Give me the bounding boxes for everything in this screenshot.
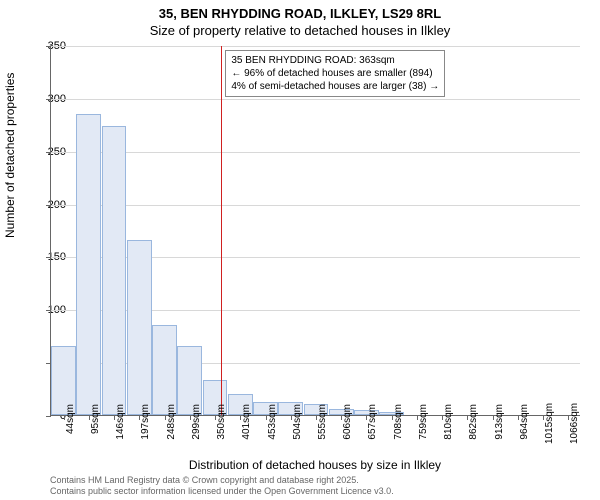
grid-line [51, 152, 580, 153]
footer-line1: Contains HM Land Registry data © Crown c… [50, 475, 394, 486]
x-axis-label: Distribution of detached houses by size … [50, 458, 580, 472]
y-tick-mark [46, 205, 51, 206]
x-tick-label: 299sqm [191, 404, 202, 444]
grid-line [51, 205, 580, 206]
histogram-bar [76, 114, 101, 415]
x-tick-label: 1066sqm [569, 404, 580, 444]
x-tick-label: 95sqm [90, 404, 101, 444]
grid-line [51, 99, 580, 100]
x-tick-label: 197sqm [140, 404, 151, 444]
y-tick-mark [46, 310, 51, 311]
x-tick-label: 810sqm [443, 404, 454, 444]
x-tick-label: 759sqm [418, 404, 429, 444]
chart-title-line2: Size of property relative to detached ho… [0, 23, 600, 38]
y-tick-mark [46, 46, 51, 47]
x-tick-label: 657sqm [367, 404, 378, 444]
annotation-line3: 4% of semi-detached houses are larger (3… [231, 80, 439, 93]
chart-container: 35, BEN RHYDDING ROAD, ILKLEY, LS29 8RL … [0, 0, 600, 500]
x-tick-label: 1015sqm [544, 404, 555, 444]
footer-attribution: Contains HM Land Registry data © Crown c… [50, 475, 394, 497]
annotation-box: 35 BEN RHYDDING ROAD: 363sqm ← 96% of de… [225, 50, 445, 97]
x-tick-label: 708sqm [393, 404, 404, 444]
y-axis-label: Number of detached properties [3, 73, 17, 238]
plot-area: 35 BEN RHYDDING ROAD: 363sqm ← 96% of de… [50, 46, 580, 416]
histogram-bar [127, 240, 152, 415]
chart-title-line1: 35, BEN RHYDDING ROAD, ILKLEY, LS29 8RL [0, 6, 600, 21]
y-tick-mark [46, 99, 51, 100]
x-tick-label: 606sqm [342, 404, 353, 444]
grid-line [51, 46, 580, 47]
histogram-bar [152, 325, 177, 415]
x-tick-label: 913sqm [494, 404, 505, 444]
x-tick-label: 350sqm [216, 404, 227, 444]
x-tick-label: 401sqm [241, 404, 252, 444]
footer-line2: Contains public sector information licen… [50, 486, 394, 497]
annotation-line2: ← 96% of detached houses are smaller (89… [231, 67, 439, 80]
x-tick-label: 453sqm [267, 404, 278, 444]
y-tick-mark [46, 416, 51, 417]
chart-title-block: 35, BEN RHYDDING ROAD, ILKLEY, LS29 8RL … [0, 0, 600, 38]
x-tick-label: 248sqm [166, 404, 177, 444]
x-tick-label: 504sqm [292, 404, 303, 444]
x-tick-label: 555sqm [317, 404, 328, 444]
x-tick-label: 146sqm [115, 404, 126, 444]
y-tick-mark [46, 152, 51, 153]
x-tick-label: 44sqm [65, 404, 76, 444]
x-tick-label: 862sqm [468, 404, 479, 444]
y-tick-mark [46, 257, 51, 258]
annotation-line1: 35 BEN RHYDDING ROAD: 363sqm [231, 54, 439, 67]
histogram-bar [102, 126, 127, 415]
reference-line [221, 46, 222, 415]
y-tick-mark [46, 363, 51, 364]
x-tick-label: 964sqm [519, 404, 530, 444]
